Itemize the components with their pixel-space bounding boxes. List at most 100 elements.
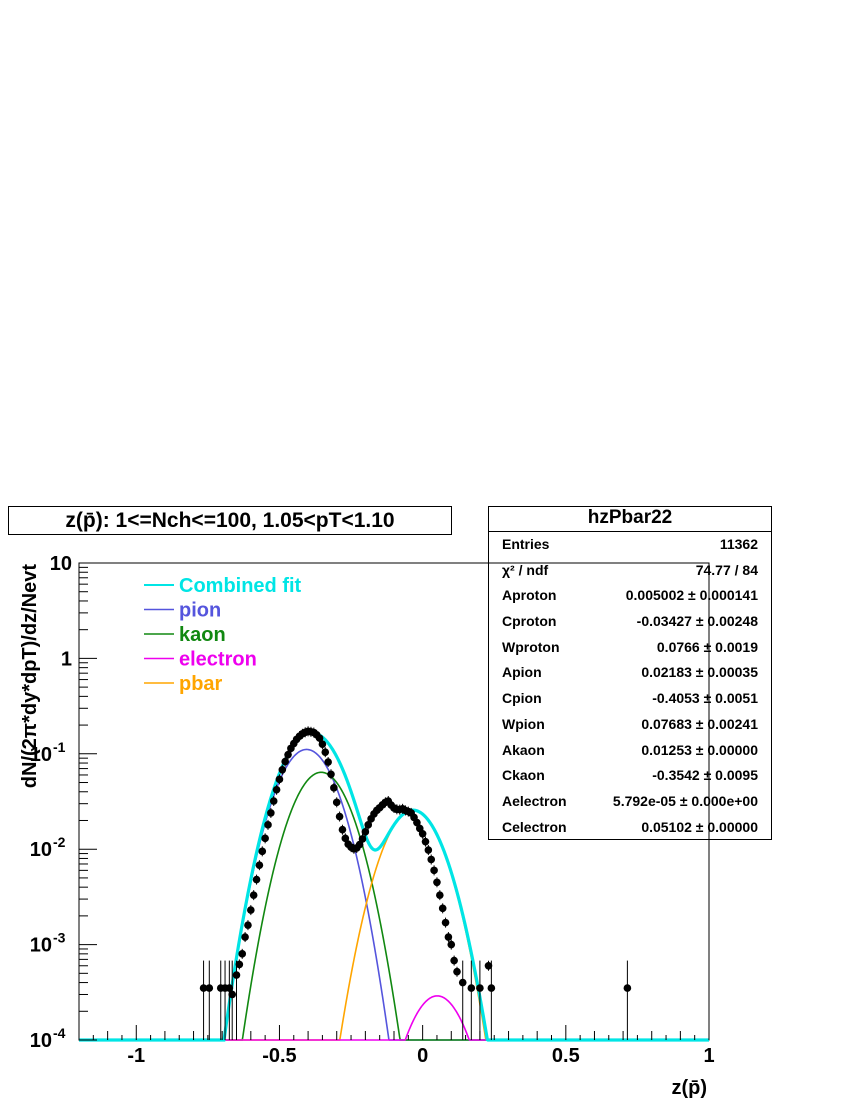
data-point [438,904,447,913]
stats-value: -0.3542 ± 0.0095 [652,767,758,784]
data-point [272,785,281,794]
data-point [358,835,367,843]
stats-label: Cpion [502,690,542,707]
data-point [364,821,373,829]
data-point [261,834,269,843]
data-point [436,891,444,899]
data-point [393,805,401,814]
stats-label: χ² / ndf [502,561,549,578]
data-point [267,809,275,817]
y-tick-label: 10 [30,744,52,766]
data-point [395,805,404,814]
data-point [225,984,234,992]
data-point [335,812,344,821]
data-point [381,798,390,807]
data-point [287,744,295,753]
data-point [252,875,261,884]
stats-row: Ckaon -0.3542 ± 0.0095 [489,763,771,789]
data-point [315,734,324,742]
stats-row: Apion 0.02183 ± 0.00035 [489,660,771,686]
data-point [352,844,361,852]
data-point [378,801,387,809]
stats-value: -0.4053 ± 0.0051 [652,690,758,707]
data-point [278,765,287,774]
data-point [390,804,398,812]
data-point [424,846,433,854]
stats-label: Apion [502,664,542,681]
data-point [247,906,255,914]
stats-value: 0.005002 ± 0.000141 [625,587,758,604]
data-point [232,971,241,979]
data-point [413,818,421,827]
data-point [433,878,441,887]
data-point [199,984,208,992]
data-point [453,967,461,976]
data-point [476,984,484,992]
stats-label: Aelectron [502,792,567,809]
stats-label: Cproton [502,613,557,630]
data-point [484,961,493,970]
stats-box: hzPbar22 Entries 11362 χ² / ndf 74.77 / 84 A… [488,506,772,840]
data-point [347,843,355,851]
legend-entry: pion [179,600,221,622]
data-point [255,861,264,869]
data-point [447,940,456,949]
data-point [264,821,272,829]
data-point [410,813,418,822]
stats-label: Wproton [502,638,560,655]
data-point [281,757,289,766]
y-tick-label-exponent: -1 [53,739,66,755]
data-point [284,750,292,759]
y-tick-label: 10 [30,1030,52,1052]
legend-entry: electron [179,649,257,671]
data-point [467,984,476,992]
stats-row: χ² / ndf 74.77 / 84 [489,558,771,584]
data-point [216,984,225,992]
data-point [398,805,407,813]
data-point [327,770,335,779]
data-point [307,728,315,736]
data-point [318,740,327,749]
data-point [249,891,258,899]
data-point [458,978,467,987]
stats-value: 0.01253 ± 0.00000 [641,741,758,758]
data-point [221,984,229,992]
legend-entry: pbar [179,673,223,695]
data-point [418,830,427,838]
stats-value: 5.792e-05 ± 0.000e+00 [612,792,758,809]
y-tick-label: 1 [61,648,72,670]
data-point [295,732,304,740]
stats-value: 0.0766 ± 0.0019 [656,638,758,655]
data-point [205,984,214,992]
data-point [330,784,338,792]
stats-row: Celectron 0.05102 ± 0.00000 [489,815,771,841]
data-point [373,806,381,815]
data-point [367,815,375,823]
data-point [228,990,237,999]
data-point [338,825,347,834]
data-point [441,918,450,927]
data-point [321,748,330,756]
legend-entry: kaon [179,624,226,646]
data-point [344,840,352,848]
stats-row: Entries 11362 [489,532,771,558]
stats-value: 0.05102 ± 0.00000 [641,818,758,835]
pbar-curve [79,809,709,1041]
data-point [275,775,284,784]
data-point [387,801,395,809]
stats-label: Akaon [502,741,545,758]
stats-label: Ckaon [502,767,545,784]
data-point [289,739,298,748]
data-point [487,984,496,992]
stats-value: 0.07683 ± 0.00241 [641,715,758,732]
data-point [341,834,350,843]
legend-entry: Combined fit [179,575,302,597]
data-point [301,728,310,737]
data-point [421,837,430,846]
stats-title: hzPbar22 [489,507,771,532]
data-point [623,984,632,992]
stats-value: 11362 [719,536,758,552]
stats-label: Wpion [502,715,545,732]
x-tick-label: 0.5 [552,1045,580,1067]
